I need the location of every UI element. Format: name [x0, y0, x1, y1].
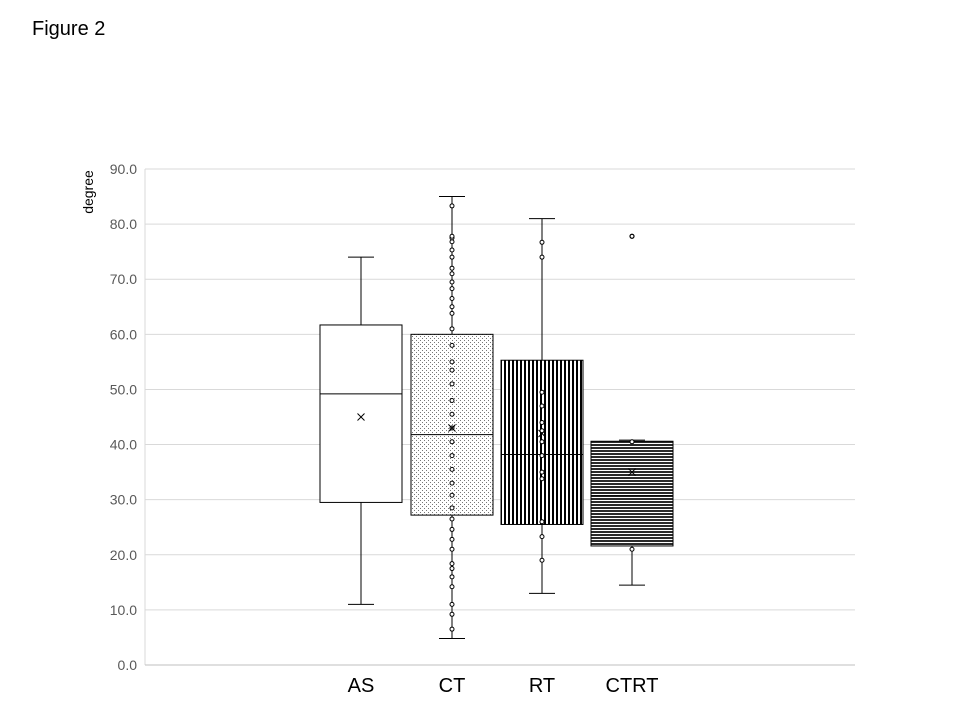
data-point	[449, 574, 455, 580]
data-point	[449, 526, 455, 532]
y-tick-label: 20.0	[110, 547, 137, 563]
data-point	[449, 466, 455, 472]
data-point	[539, 476, 545, 482]
data-point	[449, 453, 455, 459]
data-point	[449, 279, 455, 285]
figure-caption: Figure 2	[32, 18, 106, 40]
box-iqr	[319, 324, 403, 503]
data-point	[449, 296, 455, 302]
data-point	[449, 203, 455, 209]
y-tick-label: 70.0	[110, 271, 137, 287]
data-point	[449, 626, 455, 632]
data-point	[449, 254, 455, 260]
data-point	[449, 286, 455, 292]
data-point	[449, 265, 455, 271]
data-point	[449, 536, 455, 542]
mean-marker	[448, 424, 456, 432]
box-group-ct	[410, 196, 494, 640]
data-point	[629, 439, 635, 445]
data-point	[539, 403, 545, 409]
mean-marker-stroke	[538, 429, 546, 438]
data-point	[539, 453, 545, 459]
mean-marker-stroke	[448, 424, 456, 432]
data-point	[449, 546, 455, 552]
y-tick-label: 50.0	[110, 381, 137, 397]
x-category-label: AS	[348, 675, 375, 697]
outlier-point	[629, 233, 635, 239]
mean-marker	[538, 429, 546, 438]
mean-marker-stroke	[628, 468, 636, 476]
data-point	[449, 505, 455, 511]
boxes	[319, 196, 674, 640]
data-point	[449, 304, 455, 310]
axes	[144, 169, 855, 666]
y-tick-label: 30.0	[110, 492, 137, 508]
x-category-label: CT	[439, 675, 466, 697]
data-point	[449, 611, 455, 617]
data-point	[449, 247, 455, 253]
mean-marker	[628, 468, 636, 476]
data-point	[449, 359, 455, 365]
mean-marker-stroke	[357, 413, 365, 421]
data-point	[539, 428, 545, 434]
data-point	[449, 411, 455, 417]
y-axis-label: degree	[80, 170, 96, 214]
data-point	[629, 546, 635, 552]
data-point	[449, 584, 455, 590]
data-point	[449, 326, 455, 332]
y-tick-label: 40.0	[110, 437, 137, 453]
data-point	[449, 367, 455, 373]
y-tick-label: 90.0	[110, 161, 137, 177]
data-point	[449, 566, 455, 572]
data-point	[449, 342, 455, 348]
box-iqr	[590, 440, 674, 547]
data-point	[449, 516, 455, 522]
data-point	[539, 239, 545, 245]
box-group-as	[319, 256, 403, 605]
data-point	[449, 397, 455, 403]
y-tick-label: 60.0	[110, 326, 137, 342]
y-tick-label: 80.0	[110, 216, 137, 232]
box-group-ctrt	[590, 233, 674, 586]
x-category-label: RT	[529, 675, 555, 697]
data-point	[449, 381, 455, 387]
data-point	[539, 254, 545, 260]
data-point	[449, 233, 455, 239]
labels: 0.0 10.0 20.0 30.0 40.0 50.0 60.0 70.0 80.0 90.0 d…	[80, 161, 658, 697]
data-point	[449, 561, 455, 567]
data-point	[449, 492, 455, 498]
data-point	[449, 271, 455, 277]
data-point	[539, 534, 545, 540]
data-point	[449, 310, 455, 316]
data-point	[539, 519, 545, 525]
data-point	[539, 389, 545, 395]
data-point	[449, 439, 455, 445]
data-point	[449, 601, 455, 607]
data-point	[539, 439, 545, 445]
data-point	[449, 480, 455, 486]
data-point	[539, 469, 545, 475]
y-tick-label: 10.0	[110, 602, 137, 618]
y-tick-label: 0.0	[118, 657, 138, 673]
box-group-rt	[500, 218, 584, 594]
data-point	[539, 557, 545, 563]
data-point	[539, 420, 545, 426]
grid-lines	[145, 168, 855, 666]
x-category-label: CTRT	[606, 675, 659, 697]
mean-marker	[357, 413, 365, 421]
